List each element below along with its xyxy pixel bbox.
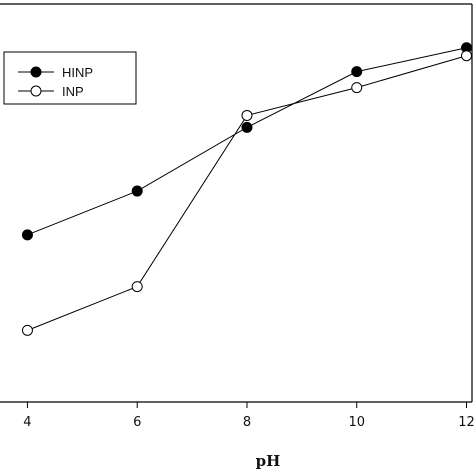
x-tick-label-8: 8 [243, 415, 251, 430]
legend-box [3, 51, 137, 105]
legend-label-hinp: HINP [62, 65, 93, 80]
plot-frame [0, 3, 473, 403]
legend: HINP INP [3, 51, 137, 105]
data-point-inp-ph6 [131, 281, 143, 293]
data-point-hinp-ph8 [241, 121, 253, 133]
x-tick-label-6: 6 [133, 415, 141, 430]
data-point-hinp-ph6 [131, 185, 143, 197]
x-axis-title: pH [256, 452, 281, 470]
legend-marker-hinp [30, 66, 42, 78]
x-axis-ticks: 4 6 8 10 12 [23, 402, 474, 430]
legend-label-inp: INP [62, 84, 84, 99]
legend-marker-inp [30, 85, 42, 97]
data-point-inp-ph4 [21, 324, 33, 336]
x-tick-label-4: 4 [23, 415, 31, 430]
data-point-hinp-ph10 [351, 66, 363, 78]
data-point-inp-ph12 [461, 50, 473, 62]
x-tick-label-12: 12 [458, 415, 474, 430]
data-point-hinp-ph4 [21, 229, 33, 241]
series-layer [21, 42, 473, 336]
x-tick-label-10: 10 [348, 415, 365, 430]
data-point-inp-ph8 [241, 109, 253, 121]
data-point-inp-ph10 [351, 82, 363, 94]
